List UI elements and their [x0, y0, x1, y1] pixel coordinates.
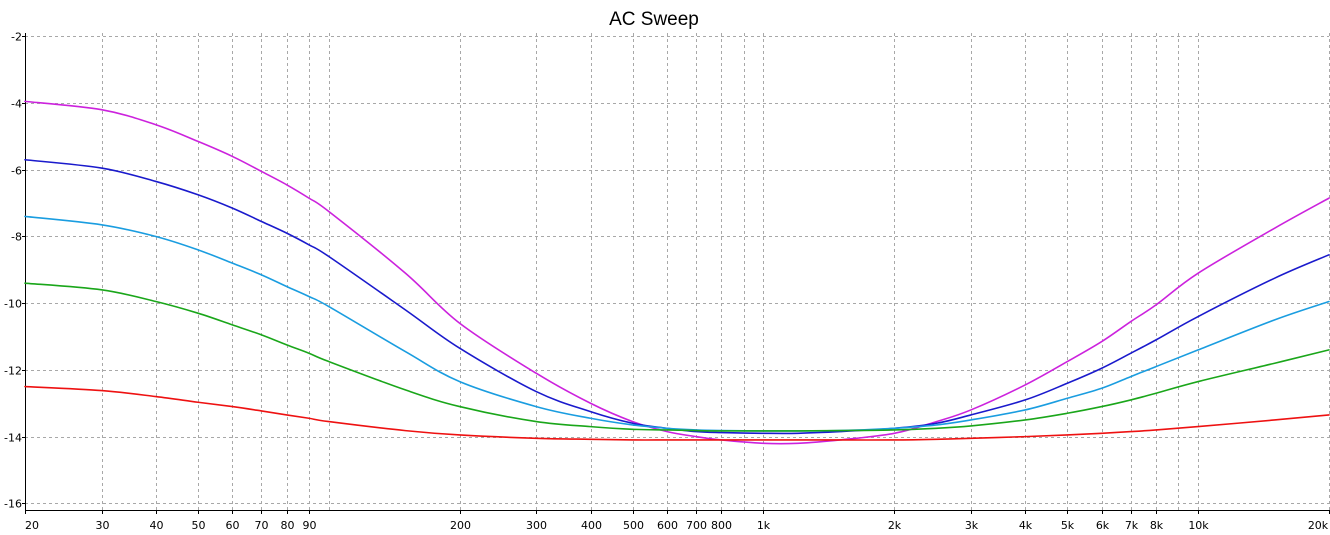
- x-tick-label: 7k: [1125, 519, 1139, 532]
- x-tick-label: 200: [450, 519, 471, 532]
- x-tick-label: 5k: [1061, 519, 1075, 532]
- series-line-blue: [24, 158, 1330, 435]
- x-tick-label: 1k: [757, 519, 771, 532]
- x-tick-label: 6k: [1096, 519, 1110, 532]
- x-tick-label: 300: [526, 519, 547, 532]
- y-tick-label: -10: [4, 298, 22, 311]
- series-line-magenta: [24, 100, 1330, 445]
- y-tick-label: -2: [11, 31, 22, 44]
- chart-title: AC Sweep: [609, 9, 699, 30]
- x-tick-label: 10k: [1188, 519, 1209, 532]
- y-tick-label: -4: [11, 98, 22, 111]
- x-tick-label: 600: [657, 519, 678, 532]
- grid-layer: [25, 33, 1330, 510]
- x-tick-label: 3k: [965, 519, 979, 532]
- x-tick-label: 800: [711, 519, 732, 532]
- y-tick-label: -6: [11, 165, 22, 178]
- y-tick-label: -8: [11, 231, 22, 244]
- x-tick-label: 50: [192, 519, 206, 532]
- x-tick-label: 20: [25, 519, 39, 532]
- y-tick-label: -12: [4, 365, 22, 378]
- x-tick-label: 500: [623, 519, 644, 532]
- x-tick-label: 4k: [1019, 519, 1033, 532]
- x-tick-label: 20k: [1308, 519, 1329, 532]
- x-tick-label: 8k: [1150, 519, 1164, 532]
- x-tick-label: 700: [686, 519, 707, 532]
- x-tick-label: 30: [96, 519, 110, 532]
- x-tick-label: 2k: [888, 519, 902, 532]
- x-tick-label: 70: [255, 519, 269, 532]
- series-line-red: [24, 385, 1330, 441]
- axis-layer: [22, 33, 1330, 514]
- x-tick-label: 400: [581, 519, 602, 532]
- y-tick-label: -16: [4, 498, 22, 511]
- x-tick-label: 80: [281, 519, 295, 532]
- x-tick-label: 60: [226, 519, 240, 532]
- y-tick-label: -14: [4, 432, 22, 445]
- series-layer: [24, 100, 1330, 445]
- x-tick-label: 40: [150, 519, 164, 532]
- x-tick-label: 90: [303, 519, 317, 532]
- series-line-green: [24, 282, 1330, 432]
